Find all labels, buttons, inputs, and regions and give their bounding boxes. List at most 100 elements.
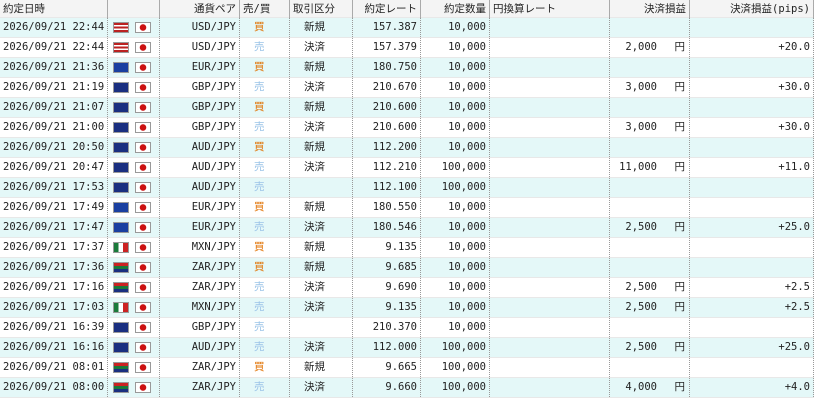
cell: 2026/09/21 17:03 [0, 298, 108, 317]
cell: AUD/JPY [160, 178, 240, 197]
cell: 11,000 円 [610, 158, 690, 177]
cell: 買 [240, 258, 290, 277]
cell [108, 298, 160, 317]
cell: MXN/JPY [160, 238, 240, 257]
cell: 2026/09/21 16:16 [0, 338, 108, 357]
cell [490, 38, 610, 57]
cell: 3,000 円 [610, 78, 690, 97]
flag-icon [135, 102, 151, 113]
cell: 2,500 円 [610, 298, 690, 317]
cell: GBP/JPY [160, 98, 240, 117]
cell [690, 318, 814, 337]
cell: 10,000 [421, 118, 490, 137]
currency-unit: 円 [674, 41, 686, 53]
cell: 10,000 [421, 318, 490, 337]
header-cell: 約定数量 [421, 0, 490, 18]
cell: 2,000 円 [610, 38, 690, 57]
cell: +30.0 [690, 118, 814, 137]
currency-unit: 円 [674, 81, 686, 93]
cell [108, 378, 160, 397]
cell: 10,000 [421, 238, 490, 257]
currency-unit: 円 [674, 301, 686, 313]
flag-icon [113, 142, 129, 153]
cell: 売 [240, 78, 290, 97]
cell: 新規 [290, 258, 353, 277]
cell: 2026/09/21 21:07 [0, 98, 108, 117]
cell [610, 198, 690, 217]
flag-icon [113, 202, 129, 213]
cell: 2026/09/21 17:47 [0, 218, 108, 237]
cell: 10,000 [421, 218, 490, 237]
header-cell: 円換算レート [490, 0, 610, 18]
cell: 100,000 [421, 178, 490, 197]
cell [108, 78, 160, 97]
cell: 100,000 [421, 378, 490, 397]
flag-icon [135, 142, 151, 153]
cell [690, 178, 814, 197]
cell [690, 58, 814, 77]
cell: USD/JPY [160, 38, 240, 57]
currency-unit: 円 [674, 341, 686, 353]
flag-icon [113, 342, 129, 353]
cell [610, 358, 690, 377]
cell [690, 98, 814, 117]
cell: 新規 [290, 138, 353, 157]
flag-icon [135, 42, 151, 53]
table-row: 2026/09/21 17:53 AUD/JPY 売 112.100 100,000 [0, 178, 814, 198]
cell [490, 98, 610, 117]
cell: 売 [240, 158, 290, 177]
cell: 10,000 [421, 58, 490, 77]
cell [490, 238, 610, 257]
flag-icon [135, 262, 151, 273]
flag-icon [135, 62, 151, 73]
flag-icon [135, 162, 151, 173]
cell [490, 258, 610, 277]
cell: 2026/09/21 17:37 [0, 238, 108, 257]
cell: 210.670 [353, 78, 421, 97]
cell [490, 178, 610, 197]
cell [290, 318, 353, 337]
cell: 10,000 [421, 18, 490, 37]
table-row: 2026/09/21 17:16 ZAR/JPY 売決済 9.690 10,000 2,5… [0, 278, 814, 298]
cell: 2026/09/21 16:39 [0, 318, 108, 337]
cell: 9.690 [353, 278, 421, 297]
cell: 9.135 [353, 298, 421, 317]
cell [490, 158, 610, 177]
table-row: 2026/09/21 22:44 USD/JPY 売決済 157.379 10,000 2… [0, 38, 814, 58]
cell: EUR/JPY [160, 198, 240, 217]
table-row: 2026/09/21 21:07 GBP/JPY 買新規 210.600 10,000 [0, 98, 814, 118]
flag-icon [135, 382, 151, 393]
cell: 10,000 [421, 138, 490, 157]
cell: 買 [240, 58, 290, 77]
flag-icon [135, 122, 151, 133]
flag-icon [113, 22, 129, 33]
cell: 新規 [290, 58, 353, 77]
cell: 新規 [290, 358, 353, 377]
cell: 10,000 [421, 78, 490, 97]
cell: 10,000 [421, 98, 490, 117]
cell: 180.546 [353, 218, 421, 237]
cell [490, 338, 610, 357]
cell [108, 358, 160, 377]
flag-icon [135, 322, 151, 333]
cell: 2,500 円 [610, 218, 690, 237]
cell: AUD/JPY [160, 138, 240, 157]
cell: 決済 [290, 78, 353, 97]
cell: 9.135 [353, 238, 421, 257]
header-cell: 取引区分 [290, 0, 353, 18]
cell: 決済 [290, 158, 353, 177]
header-row: 約定日時 通貨ペア 売/買 取引区分 約定レート 約定数量 円換算レート 決済損益 決済損益(p… [0, 0, 814, 18]
table-row: 2026/09/21 17:37 MXN/JPY 買新規 9.135 10,000 [0, 238, 814, 258]
cell: 112.200 [353, 138, 421, 157]
table-row: 2026/09/21 17:49 EUR/JPY 買新規 180.550 10,000 [0, 198, 814, 218]
currency-unit: 円 [674, 281, 686, 293]
cell: 買 [240, 358, 290, 377]
cell: AUD/JPY [160, 158, 240, 177]
cell [108, 178, 160, 197]
cell: 2026/09/21 22:44 [0, 18, 108, 37]
cell: ZAR/JPY [160, 278, 240, 297]
cell [108, 338, 160, 357]
cell: 2026/09/21 21:19 [0, 78, 108, 97]
cell: 10,000 [421, 38, 490, 57]
flag-icon [113, 282, 129, 293]
